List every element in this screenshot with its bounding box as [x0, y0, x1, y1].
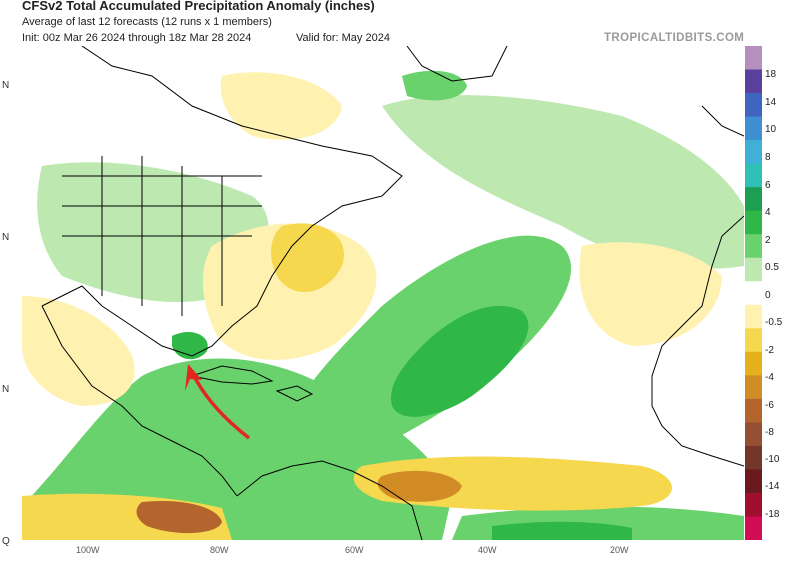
colorbar-swatch: [745, 304, 762, 329]
wet-area-north-atlantic: [382, 95, 744, 269]
coast-europe: [701, 105, 744, 137]
colorbar-label: 0: [765, 290, 771, 301]
colorbar-swatch: [745, 116, 762, 141]
red-arrow-head: [185, 364, 202, 391]
colorbar-swatch: [745, 257, 762, 282]
colorbar-label: -0.5: [765, 317, 783, 328]
colorbar: [745, 46, 762, 540]
lat-label: Q: [2, 536, 10, 547]
coast-north-america: [41, 46, 403, 357]
colorbar-label: 10: [765, 124, 777, 135]
lon-label: 40W: [478, 545, 497, 555]
dry-area-midatlantic: [270, 223, 344, 293]
colorbar-label: 2: [765, 235, 771, 246]
coast-south-america: [236, 460, 423, 540]
lon-label: 100W: [76, 545, 100, 555]
colorbar-swatch: [745, 140, 762, 165]
colorbar-label: -8: [765, 427, 774, 438]
colorbar-swatch: [745, 516, 762, 540]
colorbar-swatch: [745, 234, 762, 259]
wet-patch-iceland: [402, 70, 467, 101]
dry-area-mexico: [22, 296, 135, 406]
coastlines: [41, 46, 744, 540]
us-state-lines: [62, 156, 262, 316]
lat-label: N: [2, 384, 10, 395]
colorbar-swatch: [745, 187, 762, 212]
coast-greenland: [406, 46, 508, 82]
dry-core-pacific: [136, 500, 222, 534]
brand-watermark: TROPICALTIDBITS.COM: [604, 32, 745, 44]
colorbar-label: 4: [765, 207, 771, 218]
lat-label: N: [2, 80, 10, 91]
lat-label: N: [2, 232, 10, 243]
subtitle: Average of last 12 forecasts (12 runs x …: [22, 16, 272, 28]
coast-cuba: [190, 365, 274, 385]
colorbar-swatch: [745, 492, 762, 517]
colorbar-label: -14: [765, 481, 780, 492]
wet-band-caribbean: [22, 358, 452, 540]
colorbar-swatch: [745, 46, 762, 71]
colorbar-label: 14: [765, 97, 777, 108]
colorbar-label: -4: [765, 372, 774, 383]
colorbar-label: 18: [765, 69, 777, 80]
colorbar-swatch: [745, 281, 762, 306]
colorbar-label: 6: [765, 180, 771, 191]
lon-label: 20W: [610, 545, 629, 555]
coast-central-america: [41, 305, 238, 497]
init-time: Init: 00z Mar 26 2024 through 18z Mar 28…: [22, 32, 252, 44]
lon-label: 60W: [345, 545, 364, 555]
dry-patch-canada: [220, 72, 342, 140]
colorbar-label: 8: [765, 152, 771, 163]
red-arrow-shaft: [192, 375, 251, 440]
colorbar-swatch: [745, 328, 762, 353]
valid-time: Valid for: May 2024: [296, 32, 390, 44]
red-arrow: [185, 364, 251, 440]
dry-core-tropics: [377, 470, 462, 502]
anomaly-map: [22, 46, 744, 540]
coast-africa: [651, 215, 744, 467]
wet-core-equator: [492, 521, 632, 540]
colorbar-swatch: [745, 163, 762, 188]
wet-core-atlantic: [391, 305, 529, 417]
title: CFSv2 Total Accumulated Precipitation An…: [22, 0, 375, 13]
colorbar-label: -6: [765, 400, 774, 411]
dry-area-east-atlantic: [579, 242, 722, 346]
colorbar-label: -2: [765, 345, 774, 356]
colorbar-swatch: [745, 93, 762, 118]
colorbar-swatch: [745, 469, 762, 494]
colorbar-label: -18: [765, 509, 780, 520]
colorbar-swatch: [745, 422, 762, 447]
coast-hispaniola: [275, 385, 314, 402]
colorbar-label: -10: [765, 454, 780, 465]
colorbar-swatch: [745, 351, 762, 376]
colorbar-swatch: [745, 69, 762, 94]
lon-label: 80W: [210, 545, 229, 555]
colorbar-label: 0.5: [765, 262, 779, 273]
colorbar-swatch: [745, 210, 762, 235]
colorbar-swatch: [745, 445, 762, 470]
colorbar-swatch: [745, 375, 762, 400]
colorbar-swatch: [745, 398, 762, 423]
